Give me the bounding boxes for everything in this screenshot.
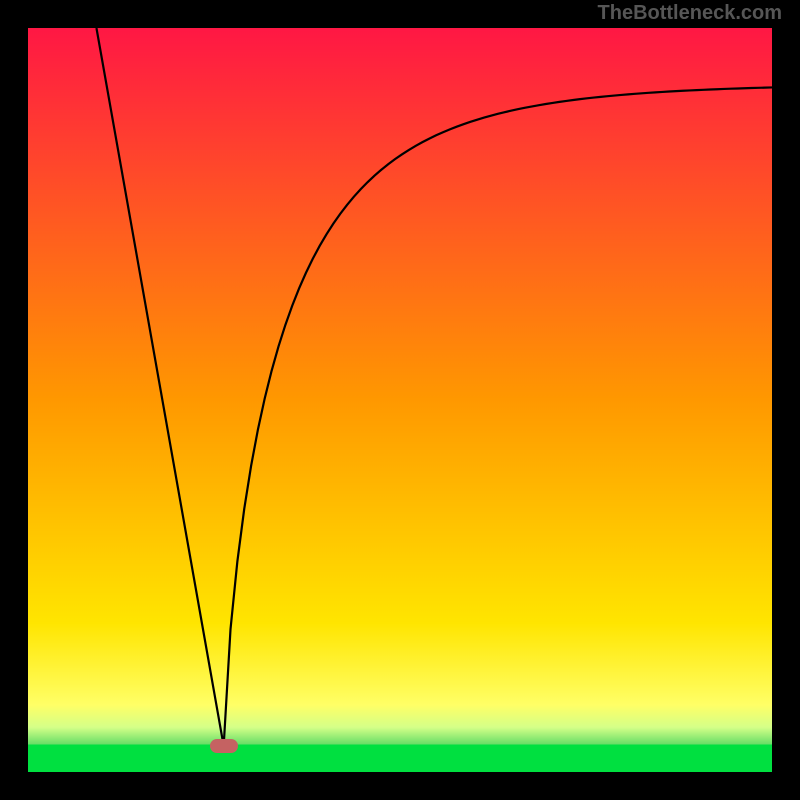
chart-plot-area bbox=[28, 28, 772, 772]
optimal-point-marker bbox=[210, 739, 238, 753]
bottleneck-curve bbox=[28, 28, 772, 772]
curve-path bbox=[96, 28, 772, 746]
watermark-text: TheBottleneck.com bbox=[598, 2, 782, 25]
